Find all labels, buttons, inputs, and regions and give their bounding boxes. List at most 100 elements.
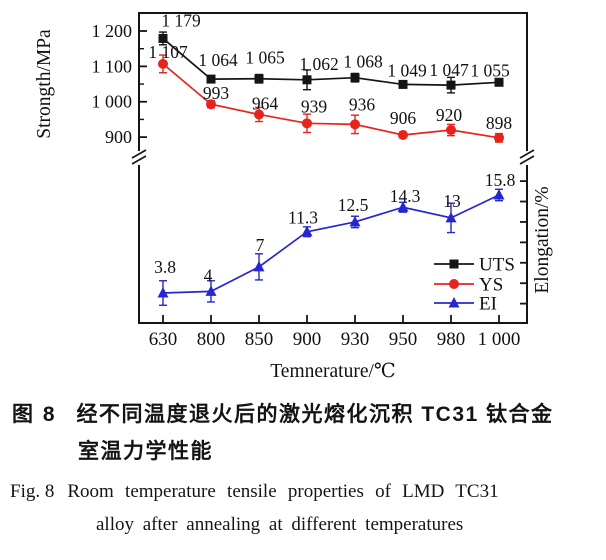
x-axis-tick-label: 1 000 (478, 329, 521, 350)
legend-label: EI (479, 294, 497, 315)
left-axis-tick-label: 1 200 (92, 21, 133, 41)
data-point-circle (254, 109, 264, 120)
point-value-label: 964 (252, 93, 279, 113)
data-point-square (446, 80, 456, 90)
data-point-circle (206, 99, 216, 110)
tensile-properties-chart: 1 200 1 100 1 000 900 630 800 850 900 930 950 980 1… (34, 10, 553, 382)
point-value-label: 1 065 (245, 48, 285, 68)
axis-break-icon (131, 149, 147, 159)
left-axis: 1 200 1 100 1 000 900 (92, 21, 147, 147)
point-value-label: 993 (203, 83, 230, 103)
x-axis-tick-label: 850 (245, 329, 274, 350)
axis-break-icon (519, 149, 535, 159)
series-line-uts (162, 37, 500, 86)
point-value-label: 1 055 (470, 60, 510, 80)
legend-item-ei: EI (434, 294, 497, 315)
series-uts: 1 179 1 064 1 065 1 062 1 068 1 049 1 047 1 055 (158, 10, 510, 94)
plot-frame (138, 12, 528, 324)
point-value-label: 1 068 (343, 52, 383, 72)
point-value-label: 936 (349, 94, 376, 114)
x-axis-tick-label: 950 (389, 329, 418, 350)
point-value-label: 939 (301, 96, 328, 116)
left-axis-tick-label: 900 (105, 127, 132, 147)
legend-item-uts: UTS (434, 255, 515, 276)
point-value-label: 12.5 (338, 195, 369, 215)
point-value-label: 15.8 (485, 170, 516, 190)
x-axis-tick-label: 900 (293, 329, 322, 350)
data-point-triangle (448, 297, 460, 308)
series-line-ei (162, 194, 500, 294)
x-axis-title: Temnerature/℃ (270, 361, 395, 382)
caption-en-line2: alloy after annealing at different tempe… (96, 514, 464, 535)
data-point-square (494, 77, 504, 87)
x-axis-tick-label: 630 (149, 329, 178, 350)
right-axis (520, 180, 527, 305)
data-point-square (449, 259, 459, 269)
data-point-circle (398, 129, 408, 140)
series-ei: 3.8 4 7 11.3 12.5 14.3 13 15.8 (154, 170, 516, 306)
data-point-circle (350, 119, 360, 130)
data-point-triangle (349, 215, 361, 227)
data-point-square (254, 74, 264, 84)
x-axis-tick-label: 800 (197, 329, 226, 350)
point-value-label: 920 (436, 105, 463, 125)
data-point-circle (302, 118, 312, 129)
point-value-label: 13 (443, 191, 461, 211)
data-point-circle (494, 132, 504, 143)
axis-break-gap (524, 151, 530, 165)
caption-en-line1: Fig. 8 Room temperature tensile propertie… (10, 475, 598, 508)
point-value-label: 1 047 (429, 60, 469, 80)
point-value-label: 1 049 (387, 60, 427, 80)
x-axis-tick-label: 980 (437, 329, 466, 350)
data-point-triangle (157, 287, 169, 298)
left-axis-title: Strongth/MPa (34, 29, 55, 139)
axis-break-icon (519, 155, 535, 165)
caption-english: Fig. 8 Room temperature tensile propertie… (10, 475, 598, 541)
caption-chinese: 图 8 经不同温度退火后的激光熔化沉积 TC31 钛合金 室温力学性能 (12, 396, 598, 470)
caption-en-number: Fig. 8 (10, 481, 55, 502)
data-point-square (302, 75, 312, 85)
data-point-circle (446, 125, 456, 136)
data-point-triangle (493, 188, 505, 200)
legend-label: UTS (479, 255, 515, 276)
data-point-triangle (445, 211, 457, 223)
series-ys: 1 107 993 964 939 936 906 920 898 (148, 42, 512, 143)
point-value-label: 1 179 (161, 10, 201, 30)
data-point-triangle (301, 225, 313, 237)
point-value-label: 4 (204, 265, 213, 285)
caption-cn-line2: 室温力学性能 (78, 440, 213, 463)
left-axis-tick-label: 1 000 (92, 92, 133, 112)
data-point-square (398, 79, 408, 89)
legend-label: YS (479, 275, 503, 296)
data-point-triangle (397, 201, 409, 212)
point-value-label: 1 064 (198, 50, 238, 70)
point-value-label: 7 (256, 235, 265, 255)
point-value-label: 3.8 (154, 257, 176, 277)
point-value-label: 898 (486, 113, 513, 133)
data-point-square (158, 33, 168, 43)
series-line-ys (162, 63, 500, 139)
chart-canvas: 1 200 1 100 1 000 900 630 800 850 900 930 950 980 1… (34, 10, 553, 382)
data-point-square (206, 74, 216, 84)
right-axis-title: Elongation/% (532, 186, 553, 293)
caption-cn-number: 图 8 (12, 403, 57, 426)
point-value-label: 906 (390, 108, 417, 128)
left-axis-tick-label: 1 100 (92, 56, 133, 76)
axis-break-gap (136, 151, 142, 165)
x-axis: 630 800 850 900 930 950 980 1 000 (149, 315, 521, 350)
data-point-square (350, 73, 360, 83)
data-point-circle (158, 58, 168, 69)
axis-break-icon (131, 155, 147, 165)
point-value-label: 11.3 (288, 208, 318, 228)
x-axis-tick-label: 930 (341, 329, 370, 350)
caption-cn-line1: 图 8 经不同温度退火后的激光熔化沉积 TC31 钛合金 (12, 396, 598, 433)
caption-cn-text: 经不同温度退火后的激光熔化沉积 TC31 钛合金 (76, 403, 554, 426)
data-point-triangle (205, 285, 217, 296)
point-value-label: 14.3 (390, 186, 421, 206)
data-point-triangle (253, 260, 265, 272)
point-value-label: 1 062 (299, 54, 338, 74)
point-value-label: 1 107 (148, 42, 188, 62)
legend-item-ys: YS (434, 275, 503, 296)
